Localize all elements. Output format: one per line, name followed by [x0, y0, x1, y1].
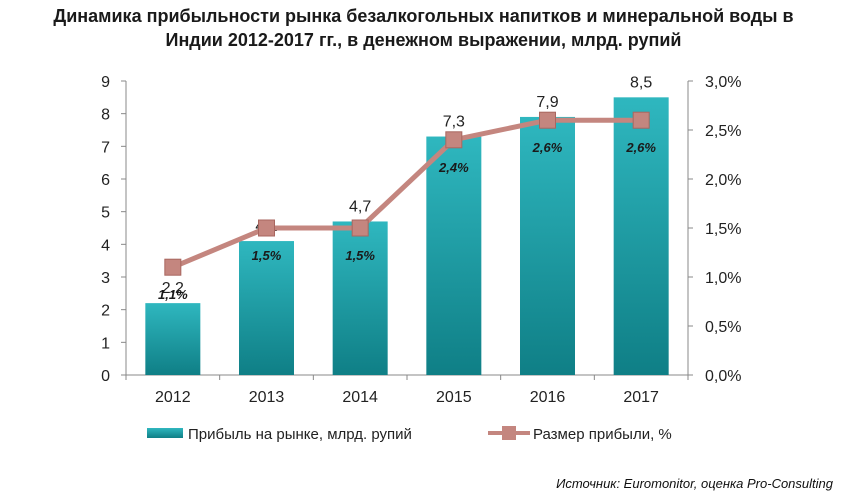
y-left-tick-label: 3 — [101, 270, 110, 287]
profit-share-line — [171, 117, 642, 270]
y-left-tick-label: 4 — [101, 237, 110, 254]
line-marker — [539, 111, 556, 129]
line-marker — [258, 219, 275, 237]
y-right-tick-label: 0,5% — [705, 319, 741, 336]
source-note: Источник: Euromonitor, оценка Pro-Consul… — [556, 476, 833, 491]
y-right-tick-label: 3,0% — [705, 74, 741, 91]
bar — [239, 241, 294, 375]
chart-title-line2: Индии 2012-2017 гг., в денежном выражени… — [165, 30, 682, 50]
legend-marker-swatch — [502, 426, 516, 440]
y-left-tick-label: 9 — [101, 74, 110, 91]
y-left-tick-label: 1 — [101, 335, 110, 352]
chart-title: Динамика прибыльности рынка безалкогольн… — [0, 4, 847, 52]
bar-value-label: 8,5 — [630, 74, 652, 91]
y-right-tick-label: 1,0% — [705, 270, 741, 287]
bar — [332, 221, 388, 375]
y-left-tick-label: 0 — [101, 368, 110, 385]
line-value-label: 1,5% — [345, 248, 375, 263]
bar-value-label: 2,2 — [162, 280, 184, 297]
bar — [426, 136, 482, 375]
y-left-tick-label: 6 — [101, 172, 110, 189]
line-marker — [632, 111, 650, 129]
bar-value-label: 4,7 — [349, 198, 371, 215]
y-left-tick-label: 7 — [101, 139, 110, 156]
line-marker — [445, 131, 463, 149]
x-tick-label: 2012 — [155, 389, 191, 406]
y-left-tick-label: 5 — [101, 205, 110, 222]
line-value-label: 1,1% — [158, 287, 188, 302]
legend-line-label: Размер прибыли, % — [533, 426, 672, 443]
line-marker — [164, 258, 182, 276]
legend-bar-swatch — [147, 428, 183, 438]
line-value-label: 1,5% — [252, 248, 282, 263]
x-tick-label: 2013 — [249, 389, 285, 406]
x-tick-label: 2014 — [342, 389, 378, 406]
line-value-label: 2,4% — [438, 160, 469, 175]
chart-title-line1: Динамика прибыльности рынка безалкогольн… — [53, 6, 794, 26]
y-left-tick-label: 8 — [101, 107, 110, 124]
bar — [520, 116, 575, 375]
x-tick-label: 2015 — [436, 389, 472, 406]
bar — [613, 97, 669, 375]
y-right-tick-label: 2,5% — [705, 123, 741, 140]
legend-bar-label: Прибыль на рынке, млрд. рупий — [188, 426, 412, 443]
x-tick-label: 2017 — [623, 389, 659, 406]
bar — [145, 303, 201, 375]
y-right-tick-label: 1,5% — [705, 221, 741, 238]
line-value-label: 2,6% — [532, 140, 563, 155]
bar-value-label: 7,3 — [443, 114, 465, 131]
y-right-tick-label: 0,0% — [705, 368, 741, 385]
y-left-tick-label: 2 — [101, 303, 110, 320]
x-tick-label: 2016 — [530, 389, 566, 406]
bar-value-label: 7,9 — [536, 94, 558, 111]
line-marker — [351, 219, 369, 237]
line-value-label: 2,6% — [625, 140, 656, 155]
y-right-tick-label: 2,0% — [705, 172, 741, 189]
